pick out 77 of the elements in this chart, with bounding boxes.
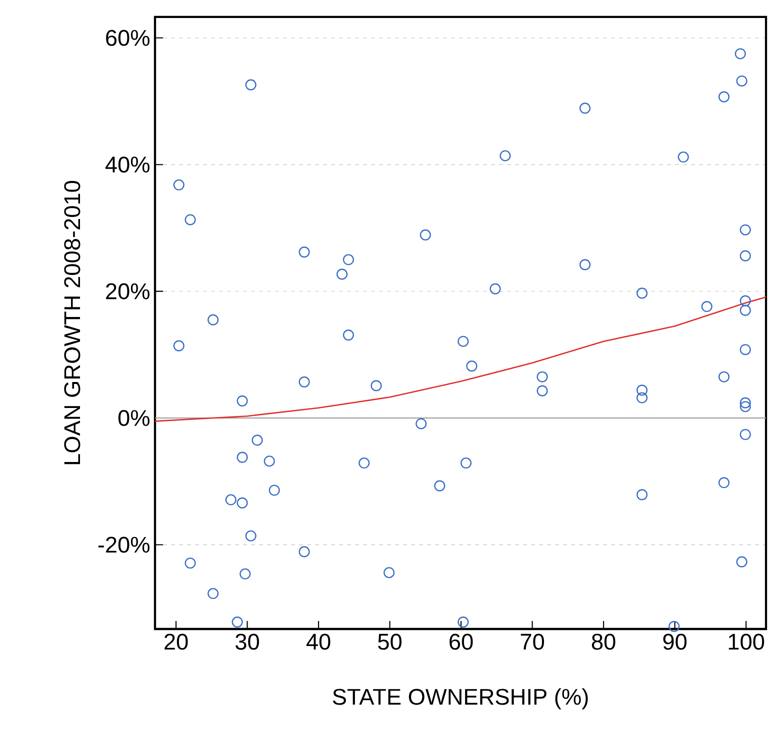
point (718, 477, 730, 488)
point (420, 229, 431, 240)
point (384, 567, 395, 578)
point (490, 283, 501, 294)
point (636, 288, 648, 299)
point (736, 75, 748, 87)
point (636, 392, 648, 404)
point (740, 304, 751, 316)
x-tick-label: 60 (450, 634, 473, 650)
point (466, 360, 478, 372)
point (636, 489, 648, 500)
point (173, 340, 184, 352)
point (268, 484, 280, 496)
point (184, 558, 196, 569)
point (208, 588, 219, 600)
point (500, 150, 511, 162)
x-tick-label: 30 (236, 634, 260, 650)
point (740, 397, 751, 408)
point (636, 384, 648, 396)
point (370, 380, 382, 392)
y-tick-label: 60% (106, 30, 150, 46)
point (701, 300, 712, 312)
x-tick-label: 40 (306, 634, 330, 650)
point (173, 179, 184, 190)
point (740, 428, 751, 440)
point (225, 494, 236, 506)
x-tick-label: 50 (378, 634, 402, 650)
point (740, 401, 751, 412)
x-tick-label: 70 (520, 634, 544, 650)
point (264, 456, 275, 467)
point (358, 457, 370, 469)
point (342, 254, 354, 266)
point (245, 79, 256, 90)
y-tick-label: 20% (106, 283, 150, 300)
y-tick-label: 0% (118, 410, 150, 426)
point (736, 556, 748, 568)
point (668, 620, 680, 632)
point (579, 259, 591, 270)
point (236, 395, 248, 406)
point (458, 336, 469, 347)
point (236, 452, 248, 463)
point (298, 546, 310, 558)
point (245, 530, 256, 542)
point (232, 616, 243, 628)
point (434, 480, 446, 492)
point (416, 418, 427, 430)
point (740, 344, 751, 356)
y-tick-label: -20% (98, 536, 150, 553)
point (740, 295, 751, 306)
point (342, 329, 354, 341)
point (458, 616, 469, 628)
x-tick-label: 80 (592, 634, 616, 650)
point (718, 91, 730, 102)
point (734, 48, 746, 60)
y-tick-label: 40% (105, 156, 150, 173)
point (236, 497, 248, 508)
x-tick-label: 90 (663, 634, 687, 650)
x-axis-title: STATE OWNERSHIP (%) (332, 688, 588, 710)
point (252, 434, 263, 446)
x-tick-label: 20 (164, 634, 188, 650)
x-tick-label: 100 (728, 634, 764, 650)
point (336, 268, 348, 280)
point (718, 371, 730, 382)
point (298, 246, 310, 258)
line-series (155, 296, 766, 422)
point (579, 102, 591, 114)
point (536, 385, 548, 396)
point (184, 214, 196, 226)
y-axis-title: LOAN GROWTH 2008-2010 (64, 180, 80, 464)
point (740, 250, 751, 262)
point (678, 151, 689, 163)
point (460, 457, 472, 469)
point (208, 314, 219, 326)
point (740, 224, 751, 236)
point (240, 568, 251, 580)
point (298, 376, 310, 388)
point (536, 371, 548, 382)
